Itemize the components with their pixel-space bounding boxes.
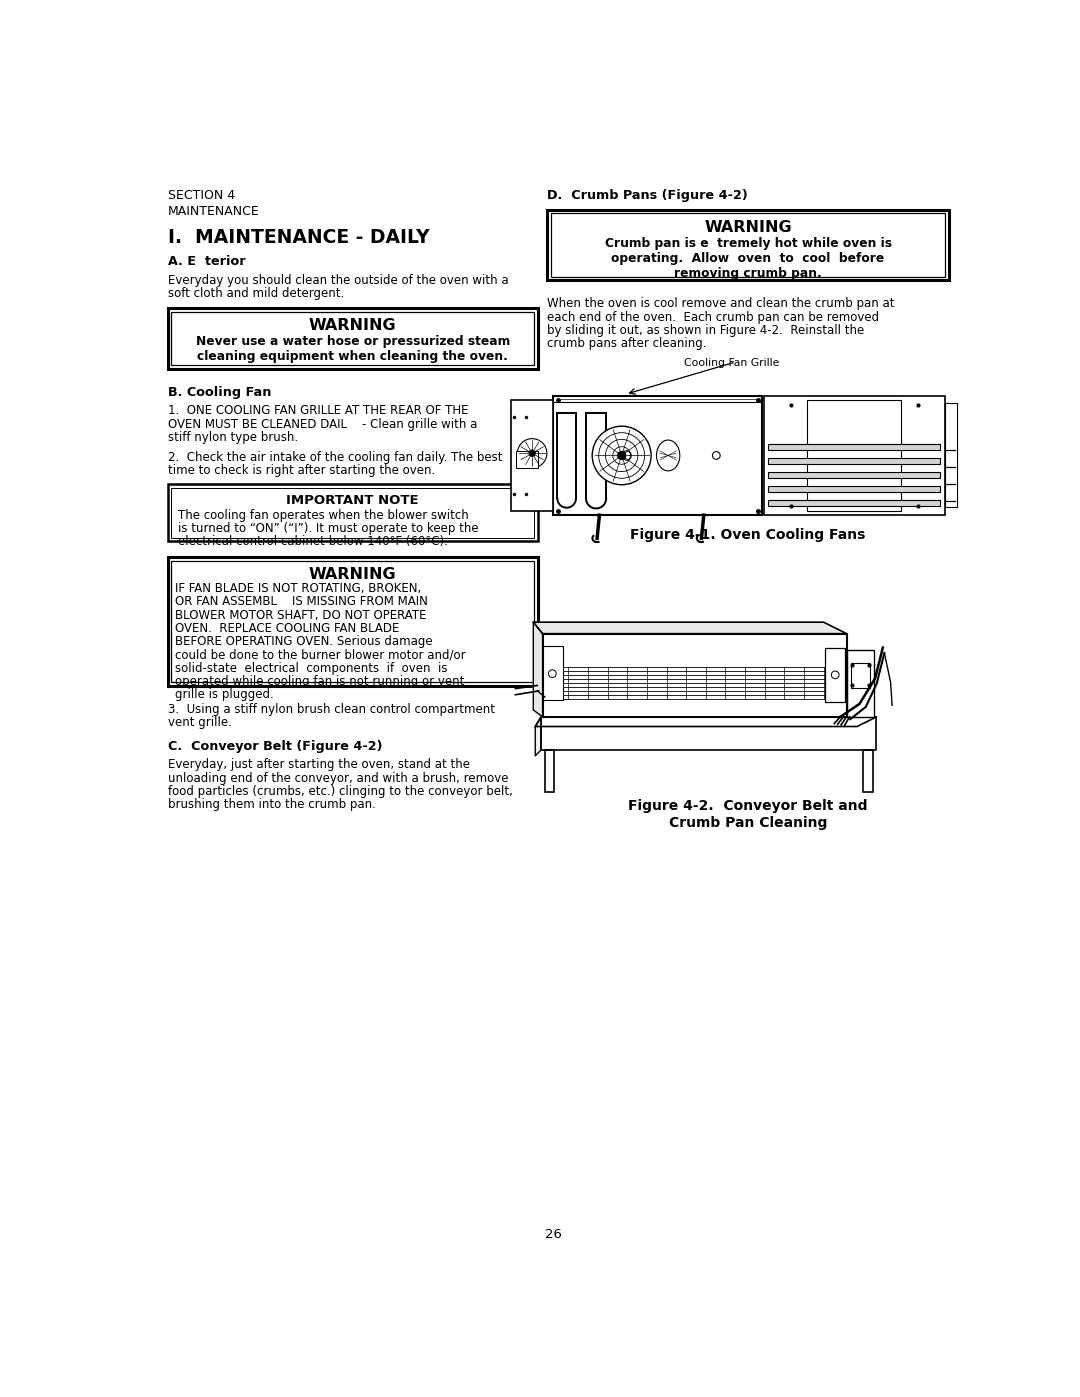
Bar — [545, 750, 554, 792]
Text: stiff nylon type brush.: stiff nylon type brush. — [167, 430, 298, 444]
Circle shape — [713, 451, 720, 460]
Text: WARNING: WARNING — [704, 219, 792, 235]
Bar — [172, 489, 535, 538]
Text: Everyday you should clean the outside of the oven with a: Everyday you should clean the outside of… — [167, 274, 509, 286]
Text: time to check is right after starting the oven.: time to check is right after starting th… — [167, 464, 435, 478]
Bar — [172, 560, 535, 682]
Text: SECTION 4: SECTION 4 — [167, 189, 234, 203]
Text: food particles (crumbs, etc.) clinging to the conveyor belt,: food particles (crumbs, etc.) clinging t… — [167, 785, 512, 798]
Text: IF FAN BLADE IS NOT ROTATING, BROKEN,: IF FAN BLADE IS NOT ROTATING, BROKEN, — [175, 583, 421, 595]
Text: Crumb Pan Cleaning: Crumb Pan Cleaning — [669, 816, 827, 830]
Text: each end of the oven.  Each crumb pan can be removed: each end of the oven. Each crumb pan can… — [548, 310, 879, 324]
Text: C.  Conveyor Belt (Figure 4-2): C. Conveyor Belt (Figure 4-2) — [167, 740, 382, 753]
Circle shape — [529, 450, 536, 457]
Text: OR FAN ASSEMBL    IS MISSING FROM MAIN: OR FAN ASSEMBL IS MISSING FROM MAIN — [175, 595, 428, 609]
Text: 26: 26 — [545, 1228, 562, 1241]
Bar — [511, 401, 553, 510]
Text: D.  Crumb Pans (Figure 4-2): D. Crumb Pans (Figure 4-2) — [548, 189, 748, 203]
Bar — [945, 404, 957, 507]
Text: I.  MAINTENANCE - DAILY: I. MAINTENANCE - DAILY — [167, 228, 429, 247]
Text: WARNING: WARNING — [309, 567, 396, 583]
Text: crumb pans after cleaning.: crumb pans after cleaning. — [548, 337, 706, 351]
Bar — [553, 395, 762, 515]
Bar — [167, 485, 538, 542]
Circle shape — [549, 669, 556, 678]
Text: vent grille.: vent grille. — [167, 717, 231, 729]
Bar — [769, 500, 941, 506]
Text: Everyday, just after starting the oven, stand at the: Everyday, just after starting the oven, … — [167, 759, 470, 771]
Text: When the oven is cool remove and clean the crumb pan at: When the oven is cool remove and clean t… — [548, 298, 894, 310]
Text: WARNING: WARNING — [309, 319, 396, 332]
Bar — [543, 647, 563, 700]
Text: electrical control cabinet below 140°F (60°C).: electrical control cabinet below 140°F (… — [177, 535, 447, 548]
Text: The cooling fan operates when the blower switch: The cooling fan operates when the blower… — [177, 509, 469, 521]
Text: A. E  terior: A. E terior — [167, 256, 245, 268]
Polygon shape — [536, 717, 877, 726]
Bar — [851, 662, 870, 687]
Text: MAINTENANCE: MAINTENANCE — [167, 204, 259, 218]
Text: Crumb pan is e  tremely hot while oven is: Crumb pan is e tremely hot while oven is — [605, 237, 891, 250]
Polygon shape — [542, 634, 847, 717]
Text: B. Cooling Fan: B. Cooling Fan — [167, 386, 271, 400]
Text: unloading end of the conveyor, and with a brush, remove: unloading end of the conveyor, and with … — [167, 771, 508, 785]
Bar — [548, 210, 948, 281]
Polygon shape — [541, 717, 877, 750]
Polygon shape — [536, 717, 541, 756]
Bar — [863, 750, 873, 792]
Bar — [516, 451, 538, 468]
Text: BLOWER MOTOR SHAFT, DO NOT OPERATE: BLOWER MOTOR SHAFT, DO NOT OPERATE — [175, 609, 427, 622]
Text: 3.  Using a stiff nylon brush clean control compartment: 3. Using a stiff nylon brush clean contr… — [167, 703, 495, 717]
Bar — [769, 486, 941, 492]
Text: IMPORTANT NOTE: IMPORTANT NOTE — [286, 495, 419, 507]
Bar — [769, 444, 941, 450]
Bar — [807, 400, 902, 511]
Text: soft cloth and mild detergent.: soft cloth and mild detergent. — [167, 286, 343, 300]
Circle shape — [517, 439, 546, 468]
Polygon shape — [534, 622, 847, 634]
Text: removing crumb pan.: removing crumb pan. — [674, 267, 822, 279]
Text: operating.  Allow  oven  to  cool  before: operating. Allow oven to cool before — [611, 251, 885, 265]
Text: cleaning equipment when cleaning the oven.: cleaning equipment when cleaning the ove… — [198, 349, 509, 363]
Text: could be done to the burner blower motor and/or: could be done to the burner blower motor… — [175, 648, 465, 661]
Text: operated while cooling fan is not running or vent: operated while cooling fan is not runnin… — [175, 675, 464, 687]
Circle shape — [832, 671, 839, 679]
Text: grille is plugged.: grille is plugged. — [175, 689, 274, 701]
Text: 2.  Check the air intake of the cooling fan daily. The best: 2. Check the air intake of the cooling f… — [167, 451, 502, 464]
Ellipse shape — [657, 440, 679, 471]
Text: solid-state  electrical  components  if  oven  is: solid-state electrical components if ove… — [175, 662, 448, 675]
Text: is turned to “ON” (“I”). It must operate to keep the: is turned to “ON” (“I”). It must operate… — [177, 522, 478, 535]
Text: Never use a water hose or pressurized steam: Never use a water hose or pressurized st… — [195, 335, 510, 348]
Bar — [172, 312, 535, 366]
Circle shape — [622, 451, 631, 460]
Text: by sliding it out, as shown in Figure 4-2.  Reinstall the: by sliding it out, as shown in Figure 4-… — [548, 324, 864, 337]
Bar — [167, 557, 538, 686]
Bar — [847, 651, 874, 717]
Bar — [167, 307, 538, 369]
Text: Figure 4-2.  Conveyor Belt and: Figure 4-2. Conveyor Belt and — [629, 799, 867, 813]
Text: BEFORE OPERATING OVEN. Serious damage: BEFORE OPERATING OVEN. Serious damage — [175, 636, 433, 648]
Circle shape — [618, 451, 625, 460]
Bar — [769, 472, 941, 478]
Polygon shape — [534, 622, 542, 717]
Bar — [825, 648, 846, 701]
Text: Figure 4-1. Oven Cooling Fans: Figure 4-1. Oven Cooling Fans — [631, 528, 866, 542]
Circle shape — [592, 426, 651, 485]
Text: OVEN MUST BE CLEANED DAIL    - Clean grille with a: OVEN MUST BE CLEANED DAIL - Clean grille… — [167, 418, 477, 430]
Text: OVEN.  REPLACE COOLING FAN BLADE: OVEN. REPLACE COOLING FAN BLADE — [175, 622, 400, 636]
Bar — [551, 214, 945, 277]
Bar — [764, 395, 945, 515]
Text: brushing them into the crumb pan.: brushing them into the crumb pan. — [167, 798, 376, 812]
Text: Cooling Fan Grille: Cooling Fan Grille — [685, 358, 780, 367]
Text: 1.  ONE COOLING FAN GRILLE AT THE REAR OF THE: 1. ONE COOLING FAN GRILLE AT THE REAR OF… — [167, 404, 468, 418]
Bar — [769, 458, 941, 464]
